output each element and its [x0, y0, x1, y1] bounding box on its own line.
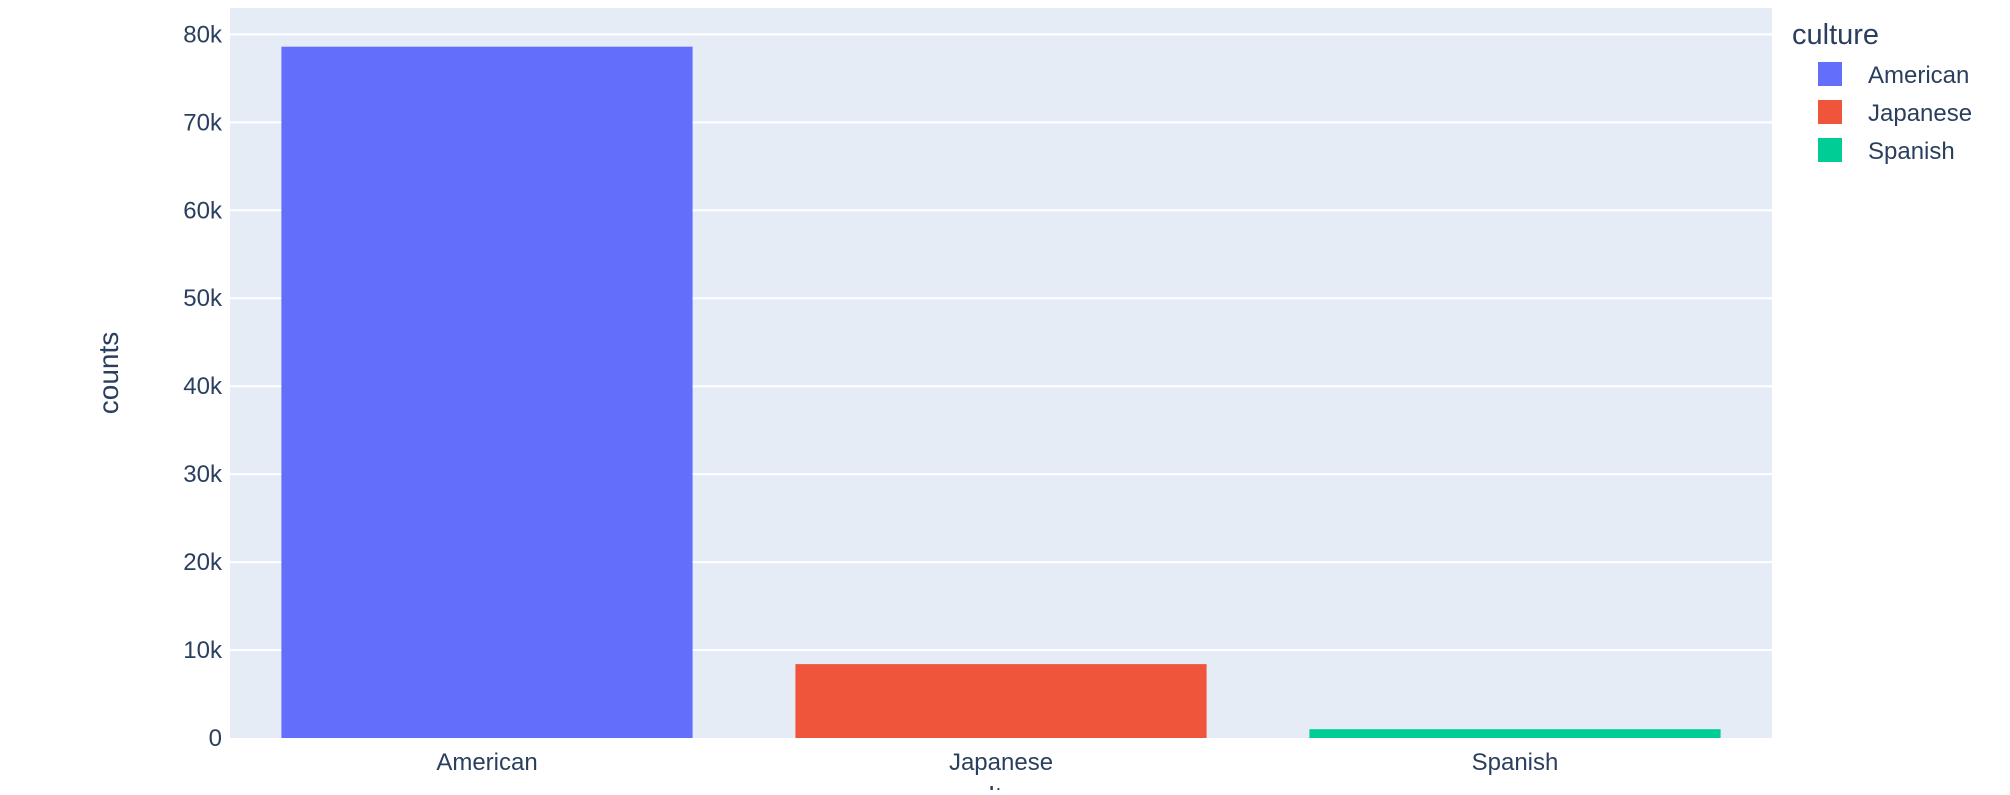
- y-tick-label: 0: [209, 725, 222, 752]
- legend-label-american[interactable]: American: [1868, 62, 1969, 89]
- bar-japanese[interactable]: [795, 664, 1207, 738]
- bars: [281, 46, 1721, 739]
- legend-swatch-spanish[interactable]: [1818, 138, 1842, 162]
- y-tick-label: 80k: [183, 21, 223, 48]
- x-axis-title: culture: [959, 781, 1043, 790]
- legend-label-spanish[interactable]: Spanish: [1868, 138, 1955, 165]
- legend: culture American Japanese Spanish: [1792, 19, 1972, 165]
- y-tick-label: 60k: [183, 197, 223, 224]
- y-tick-label: 40k: [183, 373, 223, 400]
- legend-title: culture: [1792, 19, 1879, 51]
- y-tick-label: 20k: [183, 549, 223, 576]
- y-tick-label: 10k: [183, 637, 223, 664]
- y-tick-label: 70k: [183, 109, 223, 136]
- x-axis-ticks: American Japanese Spanish: [436, 749, 1558, 776]
- legend-label-japanese[interactable]: Japanese: [1868, 100, 1972, 127]
- y-axis-ticks: 0 10k 20k 30k 40k 50k 60k 70k 80k: [183, 21, 223, 752]
- x-tick-label: Spanish: [1472, 749, 1559, 776]
- x-tick-label: American: [436, 749, 537, 776]
- x-tick-label: Japanese: [949, 749, 1053, 776]
- y-tick-label: 50k: [183, 285, 223, 312]
- bar-american[interactable]: [281, 46, 693, 739]
- y-tick-label: 30k: [183, 461, 223, 488]
- bar-spanish[interactable]: [1309, 729, 1721, 738]
- y-axis-title: counts: [93, 332, 124, 415]
- legend-swatch-american[interactable]: [1818, 62, 1842, 86]
- legend-swatch-japanese[interactable]: [1818, 100, 1842, 124]
